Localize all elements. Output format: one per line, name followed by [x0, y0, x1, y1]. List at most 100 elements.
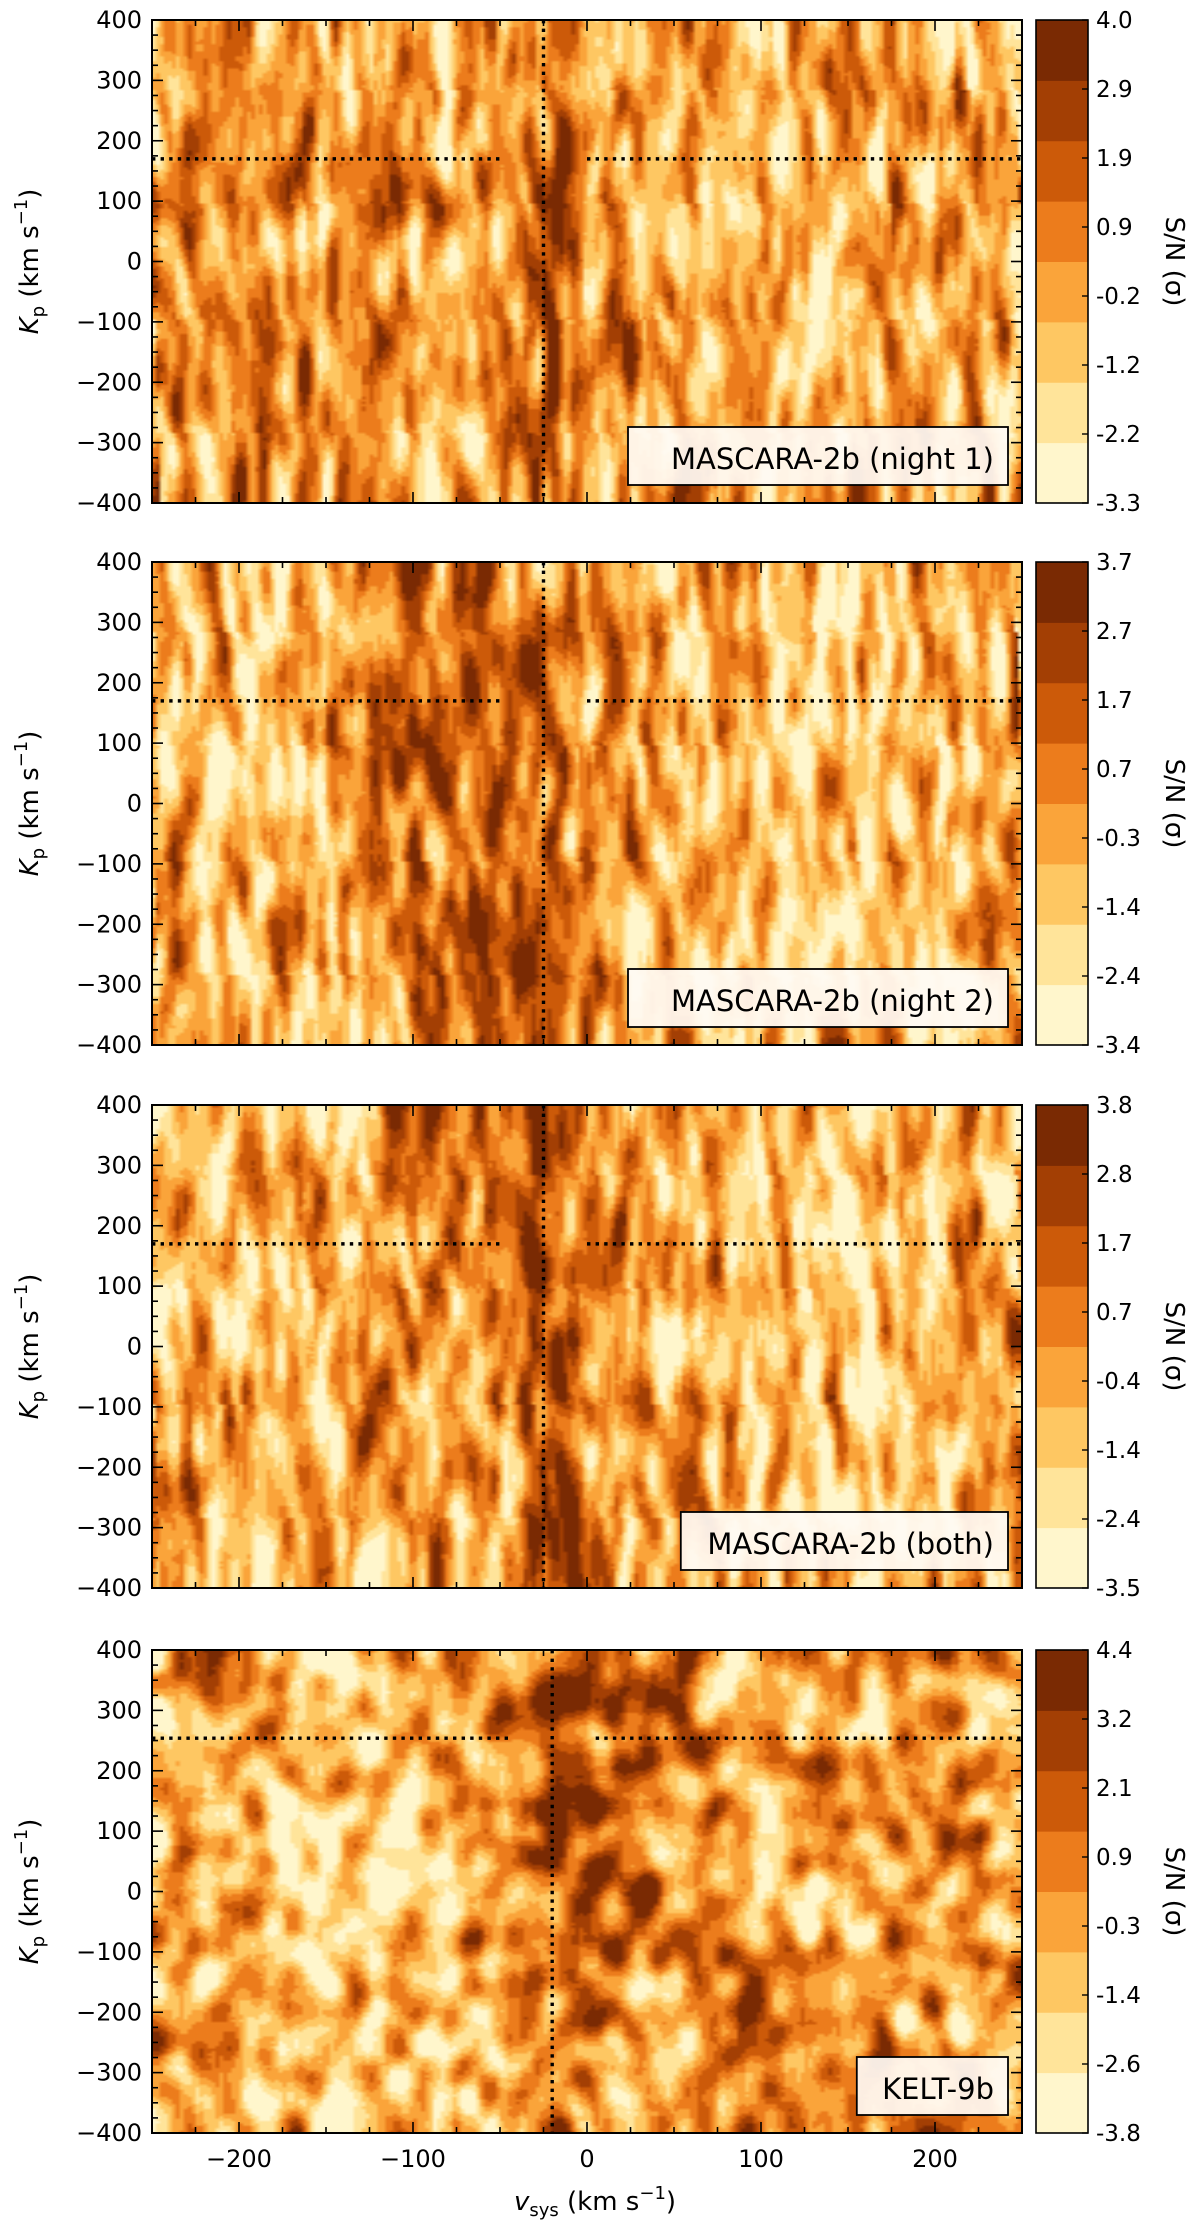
colorbar-tick-label: -0.3 — [1096, 826, 1141, 852]
colorbar-segment — [1036, 1105, 1088, 1166]
colorbar-tick-label: 1.7 — [1096, 688, 1133, 714]
x-axis-unit: (km s — [559, 2187, 640, 2217]
colorbar-segment — [1036, 321, 1088, 383]
ytick-label: −400 — [76, 489, 142, 517]
legend-box — [627, 426, 1009, 486]
ytick-label: 300 — [96, 1151, 142, 1179]
colorbar-segment — [1036, 803, 1088, 865]
colorbar-frame — [1035, 1649, 1089, 2134]
x-axis-exponent: −1 — [639, 2183, 666, 2204]
legend-box — [679, 1511, 1009, 1571]
colorbar-segment — [1036, 382, 1088, 444]
xtick-label: −200 — [206, 2145, 272, 2173]
colorbar-tick-label: 4.0 — [1096, 8, 1133, 34]
heatmap-3 — [152, 1105, 1022, 1588]
ytick-label: −300 — [76, 971, 142, 999]
xtick-label: 0 — [579, 2145, 594, 2173]
legend-text: MASCARA-2b (both) — [707, 1527, 994, 1561]
ytick-label: 200 — [96, 669, 142, 697]
ytick-label: −100 — [76, 850, 142, 878]
colorbar-tick-label: -3.4 — [1096, 1033, 1141, 1059]
colorbar-tick-label: 0.9 — [1096, 1845, 1133, 1871]
colorbar-tick-label: -1.4 — [1096, 1983, 1141, 2009]
colorbar-segment — [1036, 1710, 1088, 1772]
colorbar-segment — [1036, 863, 1088, 925]
colorbar-label: S/N (σ) — [1159, 1302, 1189, 1392]
colorbar-tick-label: 3.8 — [1096, 1093, 1133, 1119]
x-axis-label: vsys (km s−1) — [514, 2183, 676, 2221]
ytick-label: 0 — [127, 1878, 142, 1906]
colorbar-segment — [1036, 1527, 1088, 1589]
ytick-label: 400 — [96, 1636, 142, 1664]
colorbar-frame — [1035, 1104, 1089, 1589]
ytick-label: −100 — [76, 308, 142, 336]
y-axis-label: Kp (km s−1) — [11, 189, 49, 335]
ytick-label: 400 — [96, 6, 142, 34]
ytick-label: 200 — [96, 1757, 142, 1785]
ytick-label: 400 — [96, 548, 142, 576]
panel-3: −400 −300 −200 −100 0 100 200 300 400 Kp (km s−1)… — [11, 1091, 1189, 1602]
legend-box — [855, 2056, 1009, 2116]
colorbar-segment — [1036, 622, 1088, 684]
colorbar-tick-label: 4.4 — [1096, 1638, 1133, 1664]
ytick-label: −300 — [76, 1514, 142, 1542]
colorbar-frame — [1035, 19, 1089, 504]
colorbar-label: S/N (σ) — [1159, 1847, 1189, 1937]
colorbar-segment — [1036, 1891, 1088, 1953]
colorbar-tick-label: -2.2 — [1096, 422, 1141, 448]
colorbar-3: -3.5 -2.4 -1.4 -0.4 0.7 1.7 2.8 3.8 — [1035, 1093, 1141, 1602]
ytick-label: 100 — [96, 1272, 142, 1300]
colorbar-label: S/N (σ) — [1159, 759, 1189, 849]
heatmap-4 — [152, 1650, 1022, 2133]
colorbar-segment — [1036, 1406, 1088, 1468]
colorbar-tick-label: 2.8 — [1096, 1162, 1133, 1188]
colorbar-segment — [1036, 924, 1088, 986]
xtick-label: 100 — [738, 2145, 784, 2173]
colorbar-tick-label: -1.2 — [1096, 353, 1141, 379]
ytick-label: −300 — [76, 2059, 142, 2087]
x-axis-symbol: v — [514, 2187, 530, 2217]
ytick-label: −100 — [76, 1938, 142, 1966]
colorbar-segment — [1036, 442, 1088, 504]
ytick-label: −200 — [76, 368, 142, 396]
colorbar-tick-label: 1.7 — [1096, 1231, 1133, 1257]
xtick-label: 200 — [912, 2145, 958, 2173]
colorbar-segment — [1036, 1770, 1088, 1832]
colorbar-tick-label: -3.5 — [1096, 1576, 1141, 1602]
ytick-label: −400 — [76, 2119, 142, 2147]
legend-box — [627, 968, 1009, 1028]
y-axis-label: Kp (km s−1) — [11, 1274, 49, 1420]
colorbar-segment — [1036, 20, 1088, 81]
legend-text: MASCARA-2b (night 2) — [671, 984, 994, 1018]
colorbar-tick-label: -0.2 — [1096, 284, 1141, 310]
colorbar-tick-label: -3.8 — [1096, 2121, 1141, 2147]
colorbar-segment — [1036, 1951, 1088, 2013]
ytick-label: −300 — [76, 429, 142, 457]
colorbar-segment — [1036, 201, 1088, 262]
ytick-label: −200 — [76, 1998, 142, 2026]
colorbar-tick-label: 1.9 — [1096, 146, 1133, 172]
ytick-label: −400 — [76, 1031, 142, 1059]
colorbar-segment — [1036, 1286, 1088, 1347]
ytick-label: 100 — [96, 187, 142, 215]
ytick-label: 300 — [96, 66, 142, 94]
colorbar-tick-label: -1.4 — [1096, 895, 1141, 921]
panel-4: −400 −300 −200 −100 0 100 200 300 400 −200 −100 0 10… — [11, 1636, 1189, 2173]
panel-2: −400 −300 −200 −100 0 100 200 300 400 Kp (km s−1)… — [11, 548, 1189, 1059]
colorbar-segment — [1036, 1165, 1088, 1227]
colorbar-segment — [1036, 1225, 1088, 1287]
ytick-label: −400 — [76, 1574, 142, 1602]
colorbar-tick-label: 3.7 — [1096, 550, 1133, 576]
colorbar-tick-label: 2.7 — [1096, 619, 1133, 645]
ytick-label: 300 — [96, 1696, 142, 1724]
y-axis-label: Kp (km s−1) — [11, 1819, 49, 1965]
ytick-label: −200 — [76, 910, 142, 938]
colorbar-segment — [1036, 562, 1088, 623]
colorbar-segment — [1036, 2072, 1088, 2134]
heatmap-2 — [152, 562, 1022, 1045]
ytick-label: 400 — [96, 1091, 142, 1119]
legend-text: MASCARA-2b (night 1) — [671, 442, 994, 476]
colorbar-tick-label: 3.2 — [1096, 1707, 1133, 1733]
colorbar-segment — [1036, 1650, 1088, 1711]
